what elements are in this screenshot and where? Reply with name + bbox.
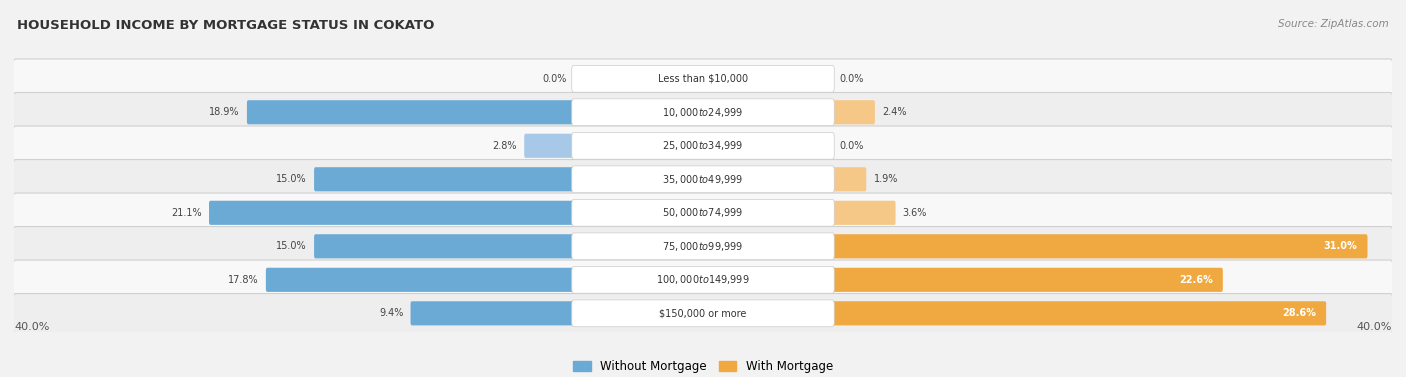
- Text: $10,000 to $24,999: $10,000 to $24,999: [662, 106, 744, 119]
- FancyBboxPatch shape: [831, 201, 896, 225]
- FancyBboxPatch shape: [572, 99, 834, 126]
- FancyBboxPatch shape: [572, 132, 834, 159]
- FancyBboxPatch shape: [266, 268, 575, 292]
- Text: 0.0%: 0.0%: [839, 141, 863, 151]
- Legend: Without Mortgage, With Mortgage: Without Mortgage, With Mortgage: [568, 355, 838, 377]
- Text: $100,000 to $149,999: $100,000 to $149,999: [657, 273, 749, 286]
- FancyBboxPatch shape: [831, 167, 866, 192]
- Text: 18.9%: 18.9%: [209, 107, 239, 117]
- Text: $150,000 or more: $150,000 or more: [659, 308, 747, 318]
- Text: 2.8%: 2.8%: [492, 141, 517, 151]
- Text: 0.0%: 0.0%: [543, 74, 567, 84]
- FancyBboxPatch shape: [13, 227, 1393, 266]
- Text: HOUSEHOLD INCOME BY MORTGAGE STATUS IN COKATO: HOUSEHOLD INCOME BY MORTGAGE STATUS IN C…: [17, 19, 434, 32]
- Text: 15.0%: 15.0%: [276, 241, 307, 251]
- FancyBboxPatch shape: [13, 294, 1393, 333]
- FancyBboxPatch shape: [13, 159, 1393, 199]
- FancyBboxPatch shape: [209, 201, 575, 225]
- Text: 9.4%: 9.4%: [380, 308, 404, 318]
- FancyBboxPatch shape: [572, 233, 834, 260]
- Text: 40.0%: 40.0%: [14, 322, 49, 333]
- FancyBboxPatch shape: [831, 100, 875, 124]
- Text: 3.6%: 3.6%: [903, 208, 927, 218]
- Text: $35,000 to $49,999: $35,000 to $49,999: [662, 173, 744, 186]
- FancyBboxPatch shape: [831, 234, 1368, 258]
- Text: 1.9%: 1.9%: [873, 174, 898, 184]
- Text: 28.6%: 28.6%: [1282, 308, 1316, 318]
- Text: 22.6%: 22.6%: [1180, 275, 1213, 285]
- Text: 2.4%: 2.4%: [882, 107, 907, 117]
- FancyBboxPatch shape: [314, 234, 575, 258]
- Text: 40.0%: 40.0%: [1357, 322, 1392, 333]
- FancyBboxPatch shape: [13, 59, 1393, 98]
- FancyBboxPatch shape: [572, 199, 834, 226]
- Text: 21.1%: 21.1%: [172, 208, 202, 218]
- FancyBboxPatch shape: [13, 260, 1393, 300]
- FancyBboxPatch shape: [572, 65, 834, 92]
- Text: 15.0%: 15.0%: [276, 174, 307, 184]
- FancyBboxPatch shape: [13, 126, 1393, 166]
- FancyBboxPatch shape: [524, 134, 575, 158]
- Text: $75,000 to $99,999: $75,000 to $99,999: [662, 240, 744, 253]
- FancyBboxPatch shape: [831, 268, 1223, 292]
- FancyBboxPatch shape: [572, 166, 834, 193]
- Text: $25,000 to $34,999: $25,000 to $34,999: [662, 139, 744, 152]
- FancyBboxPatch shape: [314, 167, 575, 192]
- Text: 31.0%: 31.0%: [1323, 241, 1358, 251]
- FancyBboxPatch shape: [13, 92, 1393, 132]
- Text: Less than $10,000: Less than $10,000: [658, 74, 748, 84]
- FancyBboxPatch shape: [831, 301, 1326, 325]
- FancyBboxPatch shape: [572, 267, 834, 293]
- FancyBboxPatch shape: [572, 300, 834, 327]
- Text: 0.0%: 0.0%: [839, 74, 863, 84]
- FancyBboxPatch shape: [13, 193, 1393, 233]
- Text: $50,000 to $74,999: $50,000 to $74,999: [662, 206, 744, 219]
- Text: 17.8%: 17.8%: [228, 275, 259, 285]
- FancyBboxPatch shape: [411, 301, 575, 325]
- FancyBboxPatch shape: [247, 100, 575, 124]
- Text: Source: ZipAtlas.com: Source: ZipAtlas.com: [1278, 19, 1389, 29]
